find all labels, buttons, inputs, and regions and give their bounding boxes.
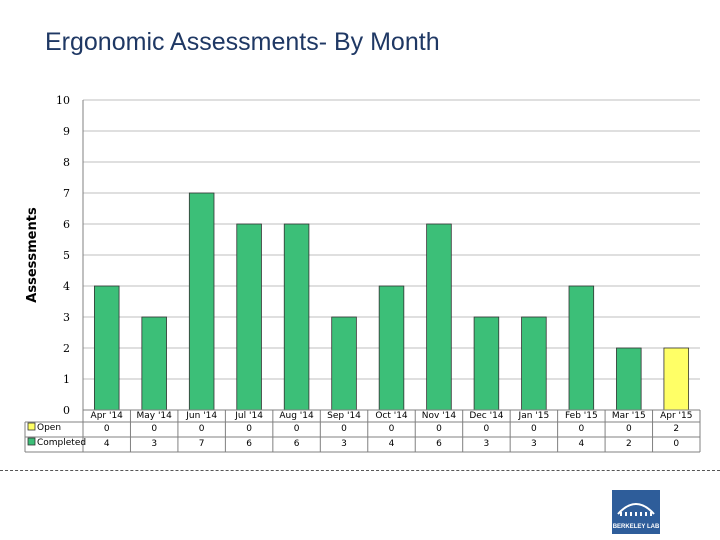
data-label-open: 0 [294, 424, 300, 434]
x-tick-label: Mar '15 [612, 411, 646, 421]
data-label-completed: 3 [151, 439, 157, 449]
x-tick-label: Jan '15 [518, 411, 550, 421]
berkeley-lab-logo: BERKELEY LAB [612, 490, 660, 534]
x-tick-label: Oct '14 [375, 411, 408, 421]
x-tick-label: Apr '15 [660, 411, 692, 421]
chart-title: Ergonomic Assessments- By Month [45, 28, 440, 56]
data-label-open: 0 [246, 424, 252, 434]
data-label-completed: 4 [104, 439, 110, 449]
bar-completed [616, 347, 642, 411]
x-tick-label: Aug '14 [279, 411, 314, 421]
chart: 0 1 2 3 4 5 6 7 8 9 10 Assessments Apr '14 May '14 Jun… [24, 94, 701, 453]
x-tick-label: Feb '15 [565, 411, 598, 421]
y-tick-label: 10 [56, 94, 70, 107]
y-tick-label: 1 [63, 373, 70, 386]
bar-completed [236, 223, 262, 411]
data-label-completed: 6 [246, 439, 252, 449]
bar-completed [141, 316, 167, 411]
legend-swatch-open [27, 422, 36, 431]
footer-divider [0, 470, 720, 471]
y-tick-label: 3 [63, 311, 70, 324]
legend-swatch-completed [27, 437, 36, 446]
y-tick-label: 6 [63, 218, 70, 231]
data-label-completed: 3 [341, 439, 347, 449]
x-tick-label: Jun '14 [185, 411, 217, 421]
data-label-completed: 0 [673, 439, 679, 449]
data-label-open: 0 [436, 424, 442, 434]
legend-label-completed: Completed [37, 438, 86, 448]
data-label-completed: 2 [626, 439, 632, 449]
y-tick-label: 5 [63, 249, 70, 262]
x-tick-label: Jul '14 [234, 411, 263, 421]
data-label-completed: 6 [294, 439, 300, 449]
y-tick-label: 7 [63, 187, 70, 200]
y-tick-label: 8 [63, 156, 70, 169]
y-tick-label: 2 [63, 342, 70, 355]
data-label-open: 0 [104, 424, 110, 434]
data-label-open: 0 [341, 424, 347, 434]
x-tick-label: Apr '14 [91, 411, 124, 421]
x-tick-label: Nov '14 [422, 411, 457, 421]
x-tick-label: Dec '14 [469, 411, 503, 421]
data-label-completed: 6 [436, 439, 442, 449]
data-label-open: 0 [626, 424, 632, 434]
data-label-open: 0 [199, 424, 205, 434]
bar-completed [93, 285, 120, 411]
bar-completed [521, 316, 547, 411]
data-label-open: 2 [673, 424, 679, 434]
bar-completed [378, 285, 405, 411]
x-tick-label: May '14 [136, 411, 172, 421]
x-tick-label: Sep '14 [327, 411, 361, 421]
bar-completed [568, 285, 595, 411]
data-label-completed: 3 [531, 439, 537, 449]
data-label-open: 0 [578, 424, 584, 434]
data-label-completed: 4 [389, 439, 395, 449]
y-tick-label: 9 [63, 125, 70, 138]
y-tick-label: 0 [63, 404, 70, 417]
legend-label-open: Open [37, 423, 61, 433]
data-label-completed: 4 [578, 439, 584, 449]
bar-completed [188, 192, 215, 411]
berkeley-lab-logo-icon: BERKELEY LAB [613, 503, 660, 530]
bar-completed [473, 316, 500, 411]
data-label-open: 0 [531, 424, 537, 434]
logo-text: BERKELEY LAB [613, 524, 660, 530]
data-label-open: 0 [484, 424, 490, 434]
data-label-completed: 3 [484, 439, 490, 449]
bar-completed [283, 223, 310, 411]
bar-completed [331, 316, 357, 411]
y-tick-label: 4 [63, 280, 70, 293]
y-axis-label: Assessments [25, 207, 40, 303]
data-label-open: 0 [151, 424, 157, 434]
bar-open [663, 347, 690, 411]
bar-completed [426, 223, 452, 411]
data-label-completed: 7 [199, 439, 205, 449]
data-label-open: 0 [389, 424, 395, 434]
